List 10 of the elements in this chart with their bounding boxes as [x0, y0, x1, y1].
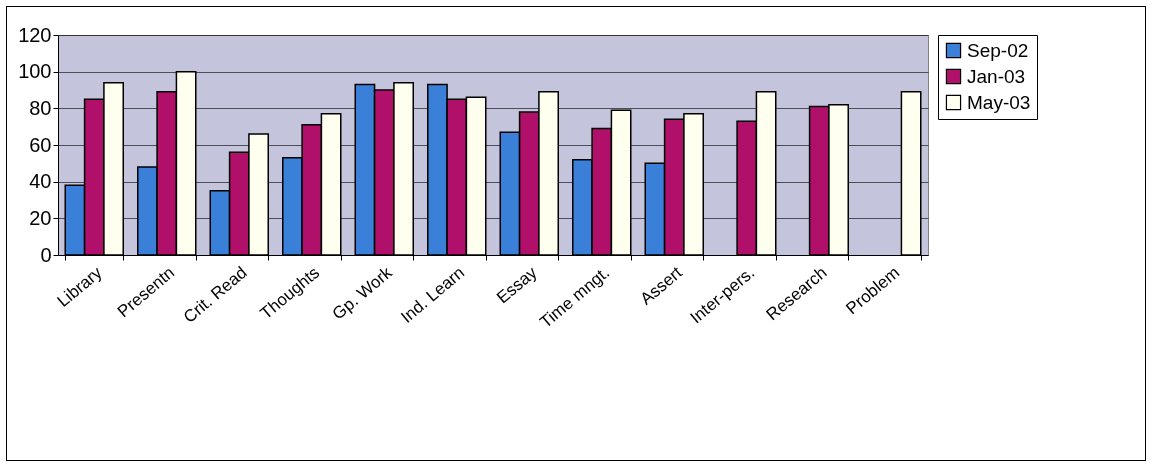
legend-label: May-03 — [967, 91, 1031, 113]
legend-label: Sep-02 — [967, 39, 1029, 61]
y-tick-label: 60 — [29, 133, 52, 156]
y-tick-label: 40 — [29, 170, 52, 193]
legend-label: Jan-03 — [967, 65, 1026, 87]
y-tick-label: 80 — [29, 96, 52, 119]
y-tick-label: 20 — [29, 206, 52, 229]
y-tick-label: 100 — [18, 60, 52, 83]
y-tick-label: 120 — [18, 23, 52, 46]
y-tick-label: 0 — [40, 243, 52, 266]
